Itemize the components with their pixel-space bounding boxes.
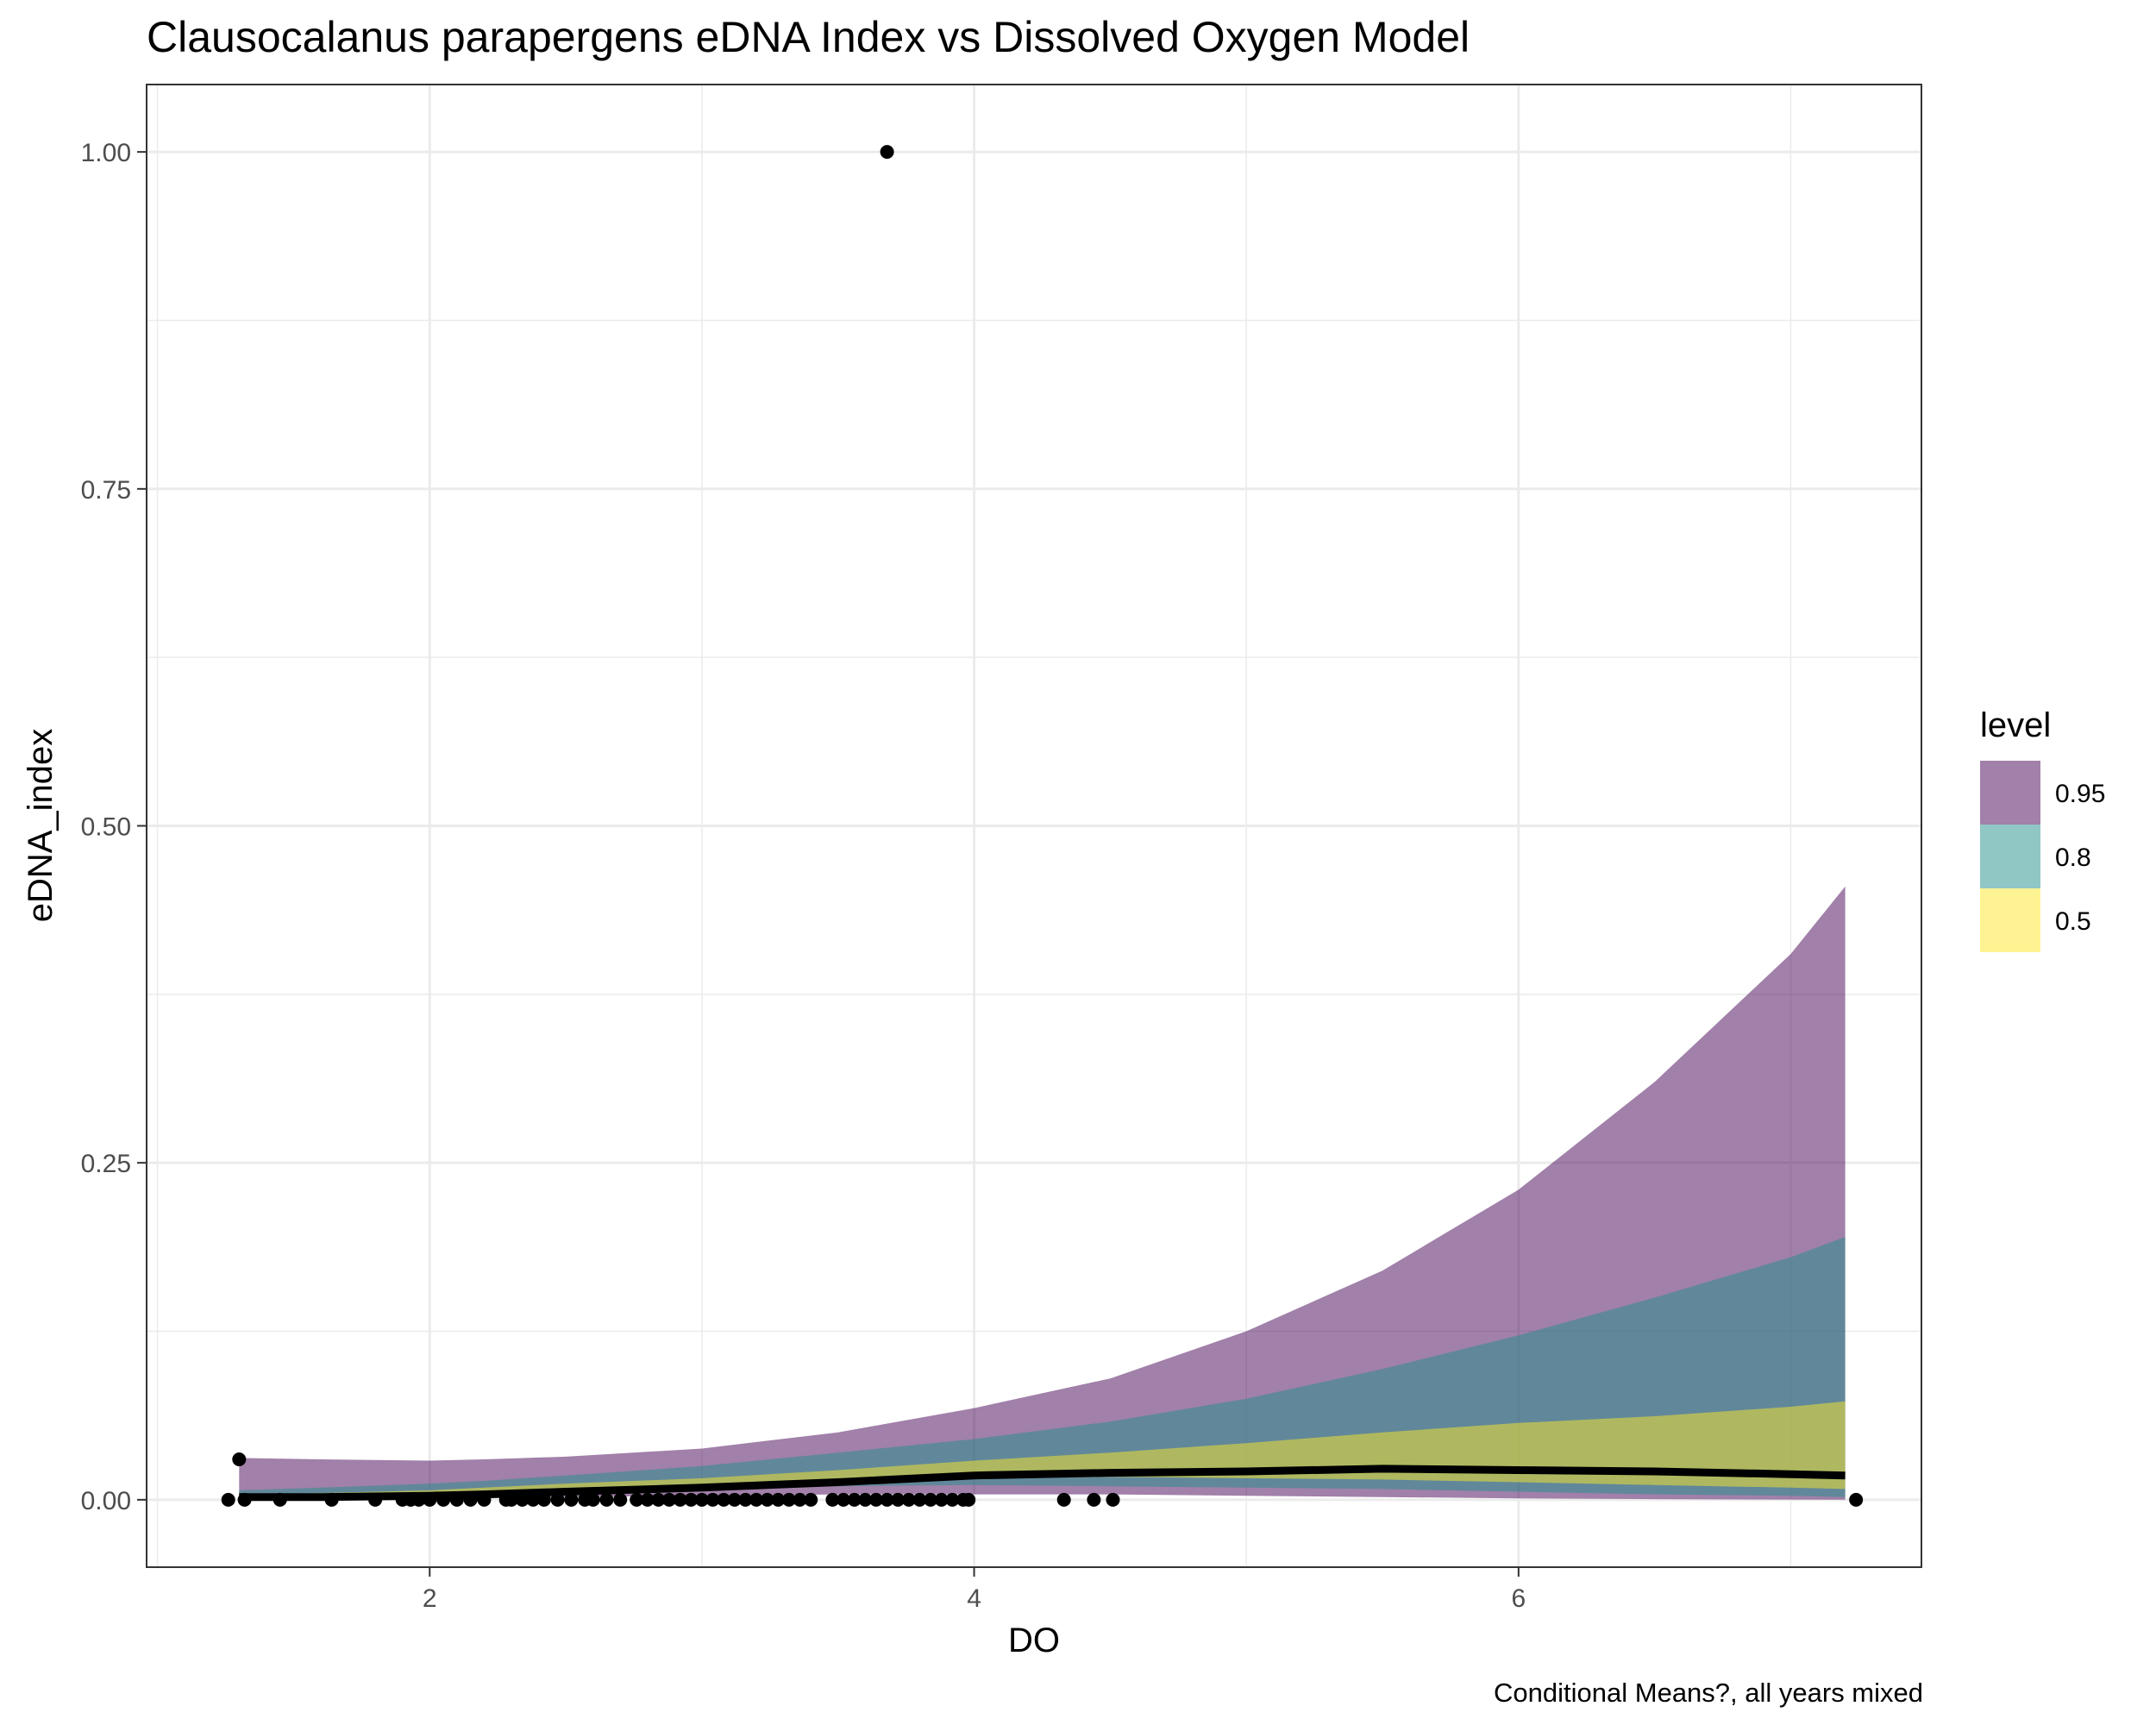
x-tick-label: 2	[423, 1584, 437, 1613]
data-point	[536, 1492, 551, 1507]
data-point	[880, 145, 894, 160]
data-point	[825, 1492, 840, 1507]
data-point	[232, 1452, 247, 1466]
data-point	[564, 1492, 579, 1507]
data-point	[837, 1492, 850, 1507]
data-point	[749, 1492, 763, 1507]
y-tick-label: 0.25	[81, 1150, 131, 1178]
data-point	[868, 1492, 883, 1507]
data-point	[599, 1492, 614, 1507]
data-point	[924, 1492, 938, 1507]
grid-major-lines	[147, 85, 1921, 1567]
data-point	[771, 1492, 786, 1507]
data-point	[880, 1492, 894, 1507]
data-point	[1849, 1492, 1864, 1507]
data-point	[613, 1492, 628, 1507]
data-point	[1056, 1492, 1071, 1507]
data-point	[804, 1492, 818, 1507]
y-tick-label: 0.50	[81, 813, 131, 842]
data-point	[463, 1492, 478, 1507]
data-point	[324, 1492, 339, 1507]
data-point	[237, 1492, 252, 1507]
data-point	[694, 1492, 709, 1507]
data-point	[662, 1492, 676, 1507]
data-point	[477, 1492, 492, 1507]
data-point	[526, 1492, 541, 1507]
ribbon-0.95	[239, 886, 1846, 1500]
data-point	[912, 1492, 927, 1507]
data-point	[760, 1492, 774, 1507]
data-point	[505, 1492, 518, 1507]
data-point	[717, 1492, 731, 1507]
data-point	[962, 1492, 976, 1507]
data-point	[1106, 1492, 1120, 1507]
data-point	[705, 1492, 720, 1507]
data-point	[738, 1492, 753, 1507]
x-axis-title: DO	[1008, 1622, 1060, 1659]
x-tick-label: 4	[967, 1584, 981, 1613]
data-point	[550, 1492, 565, 1507]
data-point	[449, 1492, 464, 1507]
legend-title: level	[1980, 706, 2051, 744]
legend-key-0.95	[1980, 761, 2040, 825]
observation-points	[221, 145, 1864, 1507]
data-point	[934, 1492, 949, 1507]
data-point	[673, 1492, 687, 1507]
y-axis-title: eDNA_index	[22, 729, 60, 923]
y-axis-ticks: 0.00 0.25 0.50 0.75 1.00	[81, 139, 147, 1515]
data-point	[423, 1492, 437, 1507]
chart-caption: Conditional Means?, all years mixed	[1494, 1678, 1923, 1708]
data-point	[640, 1492, 655, 1507]
y-tick-label: 0.00	[81, 1487, 131, 1515]
data-point	[901, 1492, 916, 1507]
legend: level 0.95 0.8 0.5	[1980, 706, 2105, 952]
data-point	[727, 1492, 742, 1507]
x-tick-label: 6	[1512, 1584, 1526, 1613]
data-point	[684, 1492, 699, 1507]
data-point	[586, 1492, 600, 1507]
legend-label: 0.8	[2055, 844, 2091, 872]
data-point	[891, 1492, 906, 1507]
data-point	[630, 1492, 644, 1507]
legend-key-0.8	[1980, 825, 2040, 888]
x-axis-ticks: 2 4 6	[423, 1567, 1526, 1613]
data-point	[411, 1492, 426, 1507]
legend-label: 0.5	[2055, 907, 2091, 936]
data-point	[858, 1492, 873, 1507]
data-point	[945, 1492, 960, 1507]
legend-label: 0.95	[2055, 780, 2105, 808]
data-point	[1087, 1492, 1101, 1507]
data-point	[368, 1492, 383, 1507]
chart-title: Clausocalanus parapergens eDNA Index vs …	[147, 13, 1470, 61]
data-point	[847, 1492, 862, 1507]
legend-key-0.5	[1980, 888, 2040, 952]
data-point	[221, 1492, 235, 1507]
data-point	[781, 1492, 796, 1507]
data-point	[651, 1492, 666, 1507]
y-tick-label: 0.75	[81, 476, 131, 505]
data-point	[436, 1492, 451, 1507]
y-tick-label: 1.00	[81, 139, 131, 167]
data-point	[515, 1492, 530, 1507]
data-point	[793, 1492, 807, 1507]
data-point	[273, 1492, 287, 1507]
